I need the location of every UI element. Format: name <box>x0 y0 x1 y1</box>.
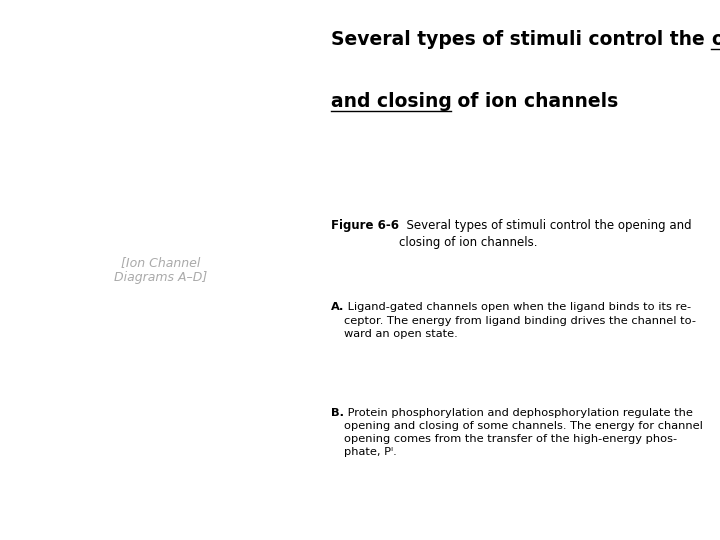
Text: B.: B. <box>330 408 343 418</box>
Text: and closing: and closing <box>330 92 451 111</box>
Text: Several types of stimuli control the: Several types of stimuli control the <box>330 30 711 49</box>
Text: Figure 6-6: Figure 6-6 <box>330 219 398 232</box>
Text: Several types of stimuli control the opening and
closing of ion channels.: Several types of stimuli control the ope… <box>398 219 691 249</box>
Text: Ligand-gated channels open when the ligand binds to its re-
ceptor. The energy f: Ligand-gated channels open when the liga… <box>344 302 696 339</box>
Text: Protein phosphorylation and dephosphorylation regulate the
opening and closing o: Protein phosphorylation and dephosphoryl… <box>343 408 703 457</box>
Text: A.: A. <box>330 302 344 313</box>
Text: opening: opening <box>711 30 720 49</box>
Text: [Ion Channel
Diagrams A–D]: [Ion Channel Diagrams A–D] <box>114 256 207 284</box>
Text: of ion channels: of ion channels <box>451 92 618 111</box>
